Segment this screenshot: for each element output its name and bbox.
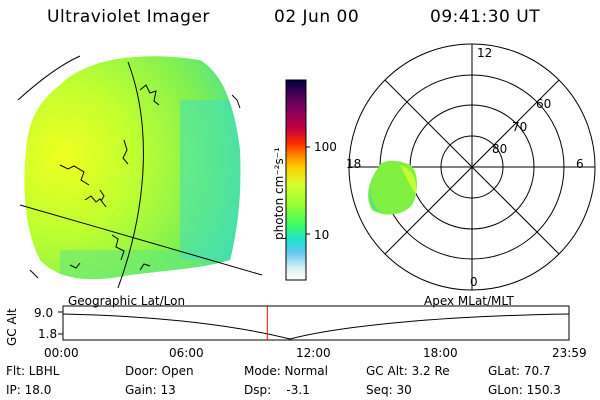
timeline-y-min: 1.8	[38, 327, 58, 341]
colorbar-tick-100: 100	[314, 140, 337, 154]
mlat-label-70: 70	[512, 120, 528, 134]
glat-status: GLat: 70.7	[488, 364, 551, 378]
timeline-tick-1200: 12:00	[296, 346, 331, 360]
gc-alt-status: GC Alt: 3.2 Re	[366, 364, 450, 378]
seq-status: Seq: 30	[366, 383, 412, 397]
timeline-tick-2359: 23:59	[552, 346, 587, 360]
timeline-tick-0000: 00:00	[44, 346, 79, 360]
dsp-status: Dsp: -3.1	[244, 383, 310, 397]
mode-status: Mode: Normal	[244, 364, 328, 378]
timeline-tick-0600: 06:00	[169, 346, 204, 360]
mlt-label-12: 12	[477, 46, 493, 60]
altitude-curve	[62, 313, 570, 340]
gain-status: Gain: 13	[125, 383, 176, 397]
timeline-tick-1800: 18:00	[423, 346, 458, 360]
parallel-line	[19, 204, 263, 276]
timeline-frame	[62, 305, 570, 341]
meridian-line	[117, 61, 144, 289]
mlt-label-6: 6	[576, 157, 584, 171]
color-bar	[285, 79, 310, 281]
colorbar-tick-10: 10	[314, 228, 330, 242]
timeline-y-max: 9.0	[34, 306, 54, 320]
mlt-label-0: 0	[470, 275, 478, 289]
door-status: Door: Open	[125, 364, 194, 378]
app-title: Ultraviolet Imager	[47, 7, 210, 27]
coastlines	[29, 84, 241, 279]
coord-label-apex: Apex MLat/MLT	[424, 294, 514, 308]
date-label: 02 Jun 00	[274, 7, 360, 27]
filter-status: Flt: LBHL	[6, 364, 60, 378]
time-label: 09:41:30 UT	[430, 7, 541, 27]
ip-status: IP: 18.0	[6, 383, 52, 397]
glon-status: GLon: 150.3	[488, 383, 561, 397]
mlat-label-80: 80	[492, 142, 508, 156]
limb-line-top	[17, 55, 81, 101]
mlat-label-60: 60	[536, 97, 552, 111]
coord-label-geographic: Geographic Lat/Lon	[68, 294, 186, 308]
mlt-label-18: 18	[346, 157, 362, 171]
